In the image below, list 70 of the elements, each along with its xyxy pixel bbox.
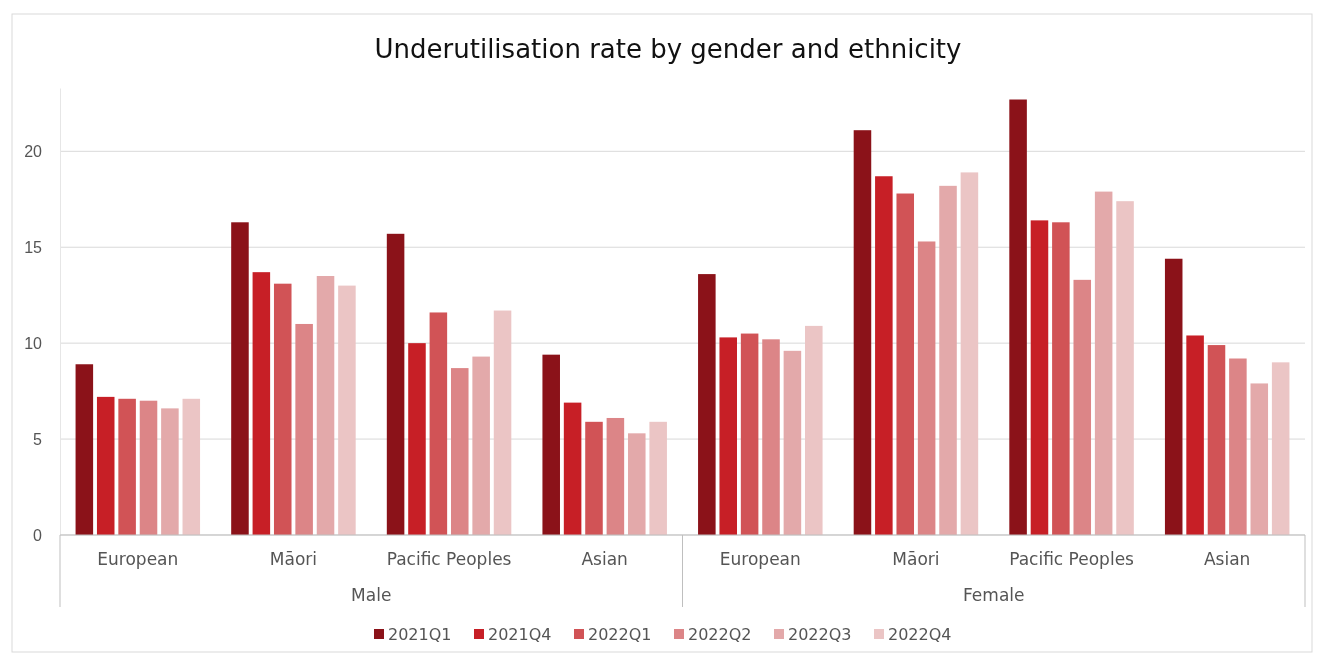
bar	[316, 276, 335, 535]
bar	[698, 274, 716, 535]
x-tick-label: Asian	[1203, 549, 1251, 569]
bar	[1030, 220, 1049, 535]
x-tick-label: Pacific Peoples	[386, 549, 512, 569]
bar	[783, 350, 802, 535]
bar	[896, 193, 915, 535]
y-tick-label: 5	[33, 430, 43, 448]
x-tick-label: Māori	[269, 549, 318, 569]
bar	[408, 343, 426, 535]
bar	[273, 283, 292, 535]
bar	[606, 417, 625, 535]
x-tick-label: Māori	[892, 549, 940, 569]
bar	[118, 398, 136, 535]
x-tick-label: Asian	[581, 549, 628, 569]
bar	[1229, 358, 1247, 535]
bar	[338, 285, 356, 535]
legend-label: 2022Q2	[688, 625, 752, 644]
bar	[563, 402, 582, 535]
bar	[429, 312, 448, 535]
x-tick-label: European	[97, 549, 179, 569]
bar	[542, 354, 560, 535]
bar	[585, 421, 603, 535]
bar	[472, 356, 490, 535]
bar	[917, 241, 936, 535]
y-tick-label: 15	[24, 238, 43, 256]
bar	[1271, 362, 1290, 535]
bar	[75, 364, 94, 535]
text: Male	[351, 585, 392, 605]
bar	[182, 398, 201, 535]
bar	[96, 396, 115, 535]
legend-label: 2022Q1	[588, 625, 652, 644]
x-tick-label: Pacific Peoples	[1009, 549, 1135, 569]
bar	[252, 272, 271, 535]
x-tick-label: European	[719, 549, 801, 569]
bar	[960, 172, 979, 535]
bar	[762, 339, 780, 535]
chart-title: Underutilisation rate by gender and ethnicity	[374, 34, 962, 64]
bar	[386, 233, 405, 535]
bar	[139, 400, 158, 535]
bar	[1073, 279, 1092, 535]
bar	[719, 337, 737, 535]
bar	[1186, 335, 1204, 535]
y-tick-label: 10	[24, 334, 43, 352]
bar	[1009, 99, 1027, 535]
bar	[1250, 383, 1269, 535]
legend-label: 2022Q3	[788, 625, 852, 644]
bar	[1094, 191, 1113, 535]
bar	[628, 433, 646, 535]
bar	[161, 408, 179, 535]
legend-label: 2022Q4	[888, 625, 952, 644]
legend-label: 2021Q4	[488, 625, 552, 644]
bar	[875, 176, 893, 535]
bar	[493, 310, 512, 535]
y-tick-label: 0	[33, 526, 43, 544]
bar	[853, 130, 872, 535]
bar	[939, 185, 957, 535]
bar	[231, 222, 249, 535]
bar	[740, 333, 759, 535]
bar	[649, 421, 667, 535]
y-tick-label: 20	[24, 142, 43, 160]
bar	[1052, 222, 1070, 535]
bar	[1164, 258, 1183, 535]
bar	[450, 368, 469, 535]
bar	[1207, 345, 1226, 535]
bar	[805, 325, 823, 535]
text: Female	[963, 585, 1025, 605]
bar	[295, 323, 313, 535]
legend-label: 2021Q1	[388, 625, 452, 644]
bar	[1116, 201, 1134, 535]
